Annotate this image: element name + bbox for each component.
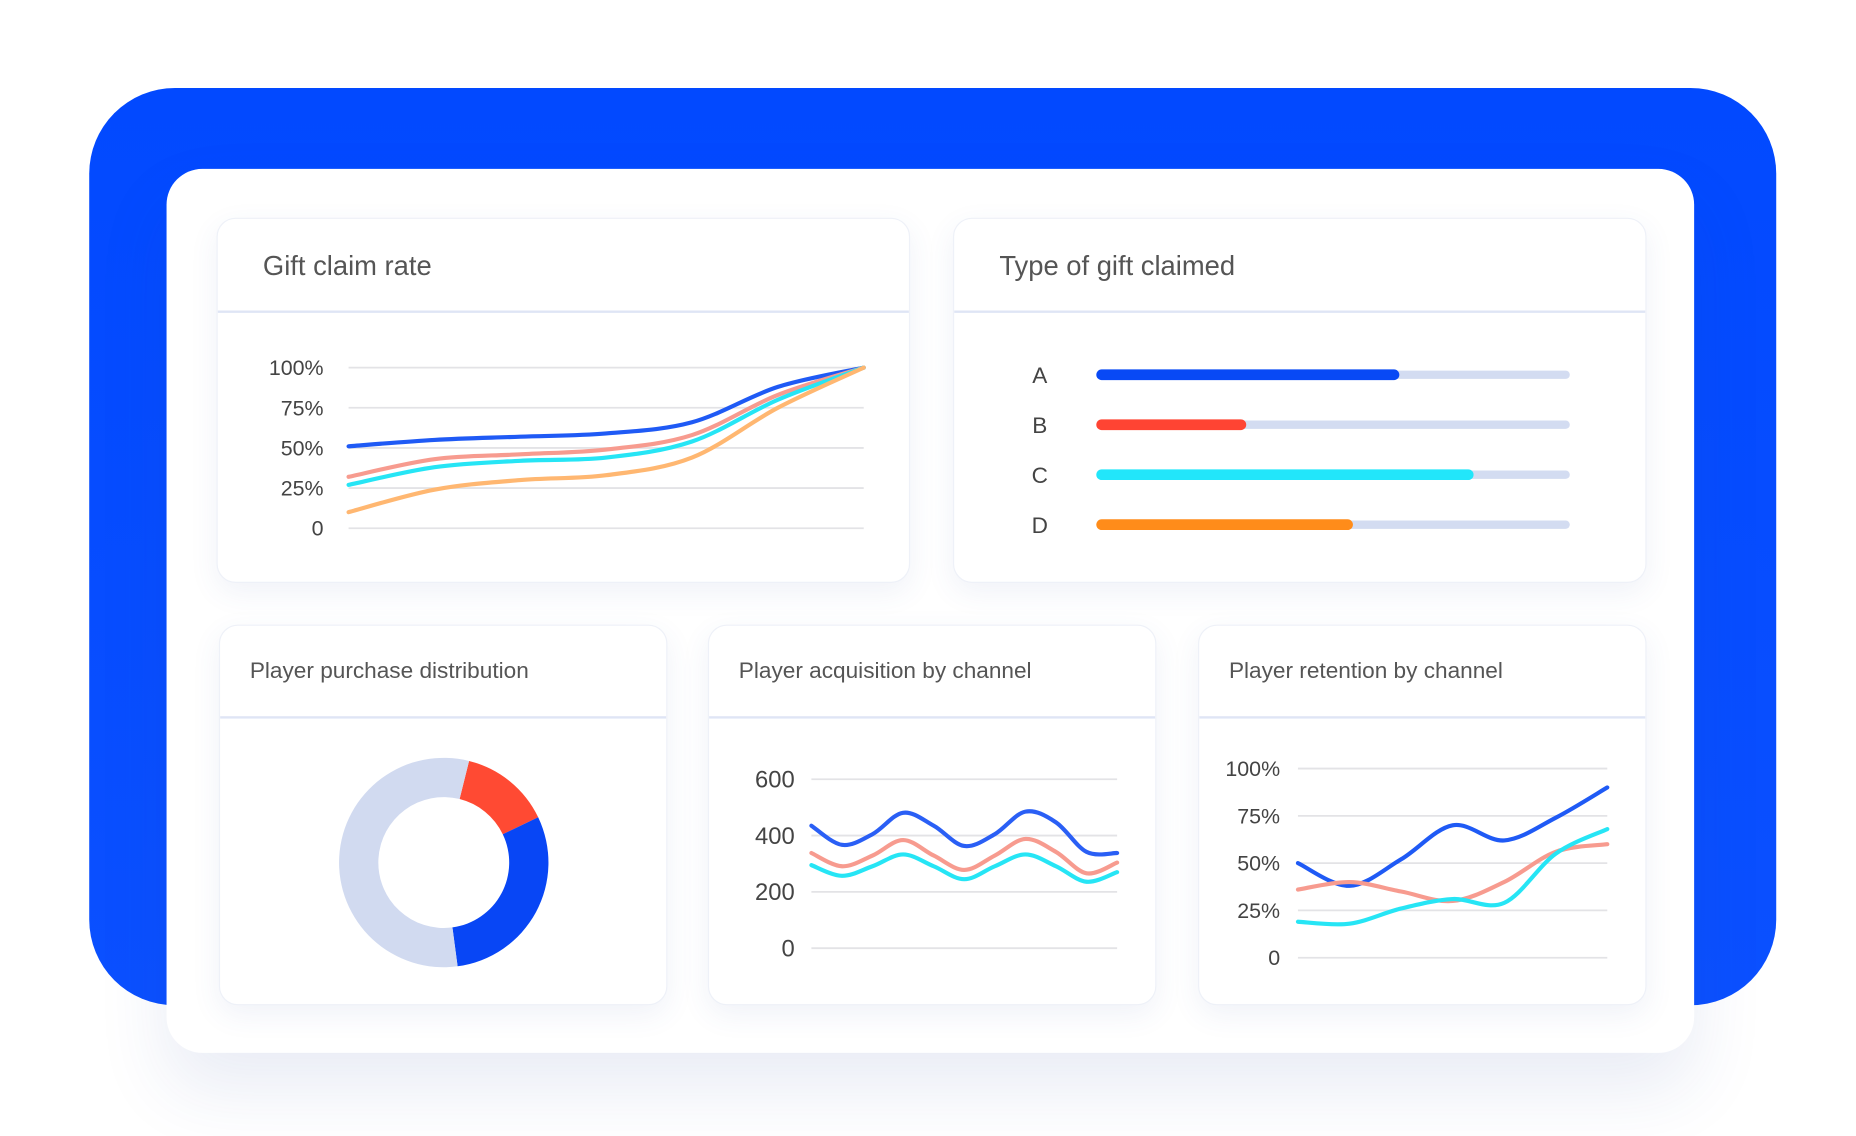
donut-slice-1 <box>452 817 549 967</box>
y-tick-label: 25% <box>1237 899 1280 923</box>
series-line-1 <box>809 836 1120 876</box>
y-tick-label: 50% <box>1237 852 1280 876</box>
y-tick-label: 0 <box>312 517 324 541</box>
series-line-2 <box>809 852 1120 884</box>
bar-label-D: D <box>1032 513 1048 538</box>
series-line-0 <box>346 365 866 449</box>
y-tick-label: 50% <box>281 436 324 460</box>
y-tick-label: 0 <box>781 936 794 963</box>
donut-slice-0 <box>459 760 539 835</box>
card-title: Type of gift claimed <box>999 249 1236 281</box>
card-header: Player purchase distribution <box>220 626 667 719</box>
series-line-0 <box>1295 785 1610 888</box>
series-line-0 <box>809 809 1120 857</box>
purchase-distribution-card: Player purchase distribution <box>218 624 668 1006</box>
card-title: Player purchase distribution <box>249 659 529 685</box>
y-tick-label: 600 <box>755 767 795 794</box>
bar-label-B: B <box>1032 413 1047 438</box>
card-title: Gift claim rate <box>262 249 432 281</box>
gift-claim-rate-chart: 0 25% 50% 75% 100% <box>269 356 866 541</box>
bar-label-A: A <box>1032 363 1048 388</box>
series-line-1 <box>346 365 866 479</box>
bar-label-C: C <box>1032 463 1048 488</box>
card-header: Player acquisition by channel <box>709 626 1156 719</box>
y-tick-label: 100% <box>269 356 324 380</box>
series-line-1 <box>1295 842 1610 904</box>
series-line-2 <box>346 365 866 487</box>
y-tick-label: 75% <box>281 396 324 420</box>
y-tick-label: 75% <box>1237 804 1280 828</box>
card-header: Player retention by channel <box>1199 626 1646 719</box>
card-title: Player acquisition by channel <box>738 659 1032 685</box>
y-tick-label: 0 <box>1268 946 1280 970</box>
purchase-donut-chart <box>339 757 549 968</box>
acquisition-line-chart: 0 200 400 600 <box>755 767 1120 963</box>
retention-line-chart: 0 25% 50% 75% 100% <box>1225 757 1610 970</box>
y-tick-label: 25% <box>281 477 324 501</box>
card-title: Player retention by channel <box>1228 659 1503 685</box>
card-header: Gift claim rate <box>217 219 909 313</box>
donut-slice-2 <box>339 757 470 968</box>
y-tick-label: 400 <box>755 823 795 850</box>
y-tick-label: 100% <box>1225 757 1280 781</box>
y-tick-label: 200 <box>755 879 795 906</box>
series-line-2 <box>1295 826 1610 927</box>
series-line-3 <box>346 365 866 515</box>
card-header: Type of gift claimed <box>954 219 1646 313</box>
retention-card: Player retention by channel 0 25% 50% 75% 10… <box>1198 624 1647 1006</box>
gift-claim-rate-card: Gift claim rate 0 25% 50% 75% 100% <box>216 217 911 583</box>
acquisition-card: Player acquisition by channel 0 200 400 600 <box>707 624 1157 1006</box>
